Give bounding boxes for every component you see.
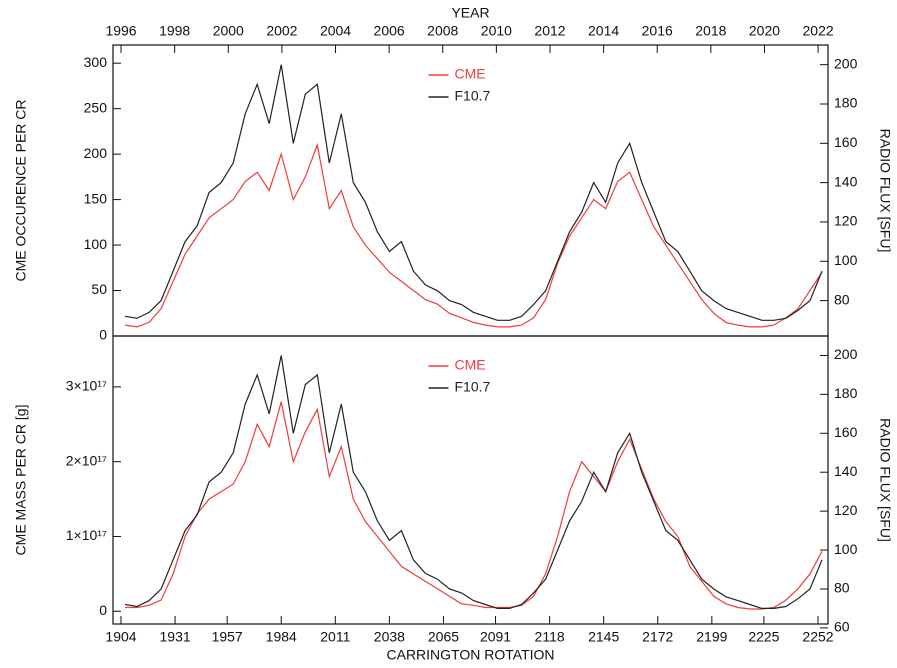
series-line: [124, 355, 823, 610]
x2-tick-label: 2008: [427, 23, 458, 39]
y2-tick-label: 120: [834, 502, 858, 518]
x2-tick-label: 1996: [105, 23, 136, 39]
x2-tick-label: 2012: [534, 23, 565, 39]
series-line: [125, 401, 823, 610]
x2-tick-label: 2010: [481, 23, 512, 39]
x-tick-label: 2252: [802, 629, 833, 645]
y2-tick-label: 60: [834, 619, 850, 635]
y2-tick-label: 80: [834, 580, 850, 596]
y2-tick-label: 180: [834, 385, 858, 401]
x2-tick-label: 2004: [320, 23, 351, 39]
plot-frame: [112, 335, 829, 625]
x2-tick-label: 2006: [374, 23, 405, 39]
y-axis-title: CME OCCURENCE PER CR: [13, 99, 29, 281]
x2-tick-label: 2020: [749, 23, 780, 39]
y-tick-label: 250: [84, 99, 108, 115]
y2-tick-label: 100: [834, 541, 858, 557]
y2-tick-label: 180: [834, 95, 858, 111]
y2-tick-label: 140: [834, 463, 858, 479]
x-tick-label: 2091: [480, 629, 511, 645]
x-tick-label: 1957: [212, 629, 243, 645]
y-tick-label: 1×10¹⁷: [66, 527, 107, 543]
y-tick-label: 50: [91, 281, 107, 297]
y-tick-label: 0: [99, 327, 107, 343]
series-line: [124, 142, 823, 328]
x-tick-label: 2038: [374, 629, 405, 645]
x-tick-label: 2118: [535, 629, 565, 645]
legend-label: CME: [455, 357, 486, 373]
x2-tick-label: 2014: [588, 23, 619, 39]
x-tick-label: 1984: [266, 629, 297, 645]
y2-tick-label: 140: [834, 173, 858, 189]
x-tick-label: 2145: [588, 629, 619, 645]
legend-label: CME: [455, 66, 486, 82]
x2-tick-label: 1998: [159, 23, 190, 39]
y2-tick-label: 120: [834, 213, 858, 229]
y2-axis-title: RADIO FLUX [SFU]: [877, 129, 893, 253]
x-tick-label: 2011: [320, 629, 350, 645]
x-tick-label: 2225: [748, 629, 779, 645]
x-tick-label: 2172: [642, 629, 673, 645]
y2-tick-label: 160: [834, 134, 858, 150]
y-tick-label: 0: [99, 602, 107, 618]
y2-tick-label: 200: [834, 55, 858, 71]
y2-axis-title: RADIO FLUX [SFU]: [877, 418, 893, 542]
y-tick-label: 200: [84, 145, 108, 161]
legend-label: F10.7: [455, 379, 491, 395]
x2-tick-label: 2022: [803, 23, 834, 39]
x2-tick-label: 2016: [642, 23, 673, 39]
x-tick-label: 1931: [160, 629, 191, 645]
y-tick-label: 300: [84, 54, 108, 70]
y-tick-label: 2×10¹⁷: [66, 452, 107, 468]
series-line: [124, 64, 823, 321]
x2-axis-title: YEAR: [451, 5, 489, 21]
legend-label: F10.7: [455, 88, 491, 104]
x2-tick-label: 2002: [266, 23, 297, 39]
y-tick-label: 3×10¹⁷: [66, 378, 107, 394]
x2-tick-label: 2000: [213, 23, 244, 39]
x-tick-label: 2199: [696, 629, 727, 645]
x-axis-title: CARRINGTON ROTATION: [387, 647, 555, 663]
y-tick-label: 100: [84, 236, 108, 252]
y2-tick-label: 160: [834, 424, 858, 440]
y-axis-title: CME MASS PER CR [g]: [13, 405, 29, 556]
y2-tick-label: 80: [834, 291, 850, 307]
y-tick-label: 150: [84, 190, 108, 206]
x2-tick-label: 2018: [695, 23, 726, 39]
y2-tick-label: 200: [834, 346, 858, 362]
x-tick-label: 2065: [428, 629, 459, 645]
y2-tick-label: 100: [834, 252, 858, 268]
x-tick-label: 1904: [105, 629, 136, 645]
